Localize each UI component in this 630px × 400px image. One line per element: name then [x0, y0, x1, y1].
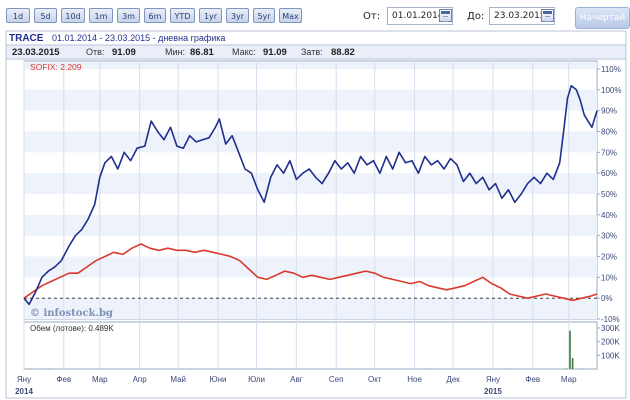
period-button-1m[interactable]: 1m — [89, 8, 113, 23]
grid-band — [24, 62, 597, 69]
low-label: Мин: — [165, 47, 185, 57]
x-tick-label: Дек — [446, 375, 460, 384]
grid-band — [24, 173, 597, 194]
from-calendar-icon[interactable] — [439, 9, 452, 22]
x-tick-label: Мар — [92, 375, 108, 384]
period-button-3yr[interactable]: 3yr — [226, 8, 249, 23]
low-value: 86.81 — [190, 47, 214, 58]
y-tick-label: -10% — [601, 315, 620, 324]
x-tick-label: Май — [170, 375, 186, 384]
volume-bar — [565, 368, 567, 369]
x-tick-label: Авг — [290, 375, 303, 384]
y-tick-label: 60% — [601, 169, 617, 178]
period-button-1d[interactable]: 1d — [6, 8, 30, 23]
volume-plot-border — [23, 321, 598, 370]
symbol-name: TRACE — [9, 33, 44, 44]
quote-row — [5, 44, 627, 60]
x-tick-label: Мар — [561, 375, 577, 384]
grid-band — [24, 214, 597, 236]
x-tick-label: Юни — [210, 375, 227, 384]
open-value: 91.09 — [112, 47, 136, 58]
x-tick-label: Яну — [17, 375, 31, 384]
y-tick-label: 70% — [601, 148, 617, 157]
series-line-sofix — [23, 243, 598, 302]
period-button-10d[interactable]: 10d — [61, 8, 85, 23]
y-tick-label: 40% — [601, 211, 617, 220]
y-tick-label: 10% — [601, 273, 617, 282]
period-button-6m[interactable]: 6m — [144, 8, 166, 23]
y-tick-label: 0% — [601, 294, 613, 303]
volume-y-tick-label: 100K — [601, 351, 620, 360]
period-button-5d[interactable]: 5d — [34, 8, 57, 23]
sofix-legend: SOFIX: 2.209 — [30, 62, 82, 72]
grid-band — [24, 256, 597, 278]
y-tick-label: 30% — [601, 232, 617, 241]
y-tick-label: 110% — [601, 65, 621, 74]
x-tick-label: Юли — [248, 375, 265, 384]
volume-y-tick-label: 200K — [601, 338, 620, 347]
x-tick-label: Апр — [133, 375, 148, 384]
high-label: Макс: — [232, 47, 256, 57]
x-tick-label: Фев — [56, 375, 71, 384]
x-tick-label: Окт — [368, 375, 382, 384]
volume-label: Обем (лотове): 0.489K — [30, 324, 114, 333]
to-calendar-icon[interactable] — [541, 9, 554, 22]
x-tick-label: Ное — [407, 375, 422, 384]
to-label: До: — [467, 11, 485, 22]
from-label: От: — [363, 11, 381, 22]
x-tick-label: Фев — [525, 375, 540, 384]
period-button-5yr[interactable]: 5yr — [253, 8, 275, 23]
y-tick-label: 90% — [601, 107, 617, 116]
to-date-input[interactable]: 23.03.2015 — [489, 7, 555, 25]
from-date-input[interactable]: 01.01.2014 — [387, 7, 453, 25]
grid-band — [24, 89, 597, 111]
year-label: 2014 — [15, 387, 33, 396]
x-tick-label: Яну — [486, 375, 500, 384]
volume-y-tick-label: 300K — [601, 324, 620, 333]
close-value: 88.82 — [331, 47, 355, 58]
period-button-max[interactable]: Max — [279, 8, 302, 23]
year-label: 2015 — [484, 387, 502, 396]
open-label: Отв: — [86, 47, 104, 57]
volume-bar — [569, 330, 571, 369]
date-range-text: 01.01.2014 - 23.03.2015 - дневна графика — [52, 33, 225, 43]
quote-date: 23.03.2015 — [12, 47, 60, 58]
period-button-ytd[interactable]: YTD — [170, 8, 195, 23]
series-line-trace — [23, 84, 598, 306]
y-tick-label: 50% — [601, 190, 617, 199]
y-tick-label: 80% — [601, 128, 617, 137]
period-button-3m[interactable]: 3m — [117, 8, 140, 23]
close-label: Затв: — [301, 47, 323, 57]
period-button-1yr[interactable]: 1yr — [199, 8, 222, 23]
grid-band — [24, 298, 597, 319]
x-tick-label: Сеп — [329, 375, 344, 384]
y-tick-label: 100% — [601, 86, 621, 95]
y-tick-label: 20% — [601, 253, 617, 262]
grid-band — [24, 131, 597, 153]
high-value: 91.09 — [263, 47, 287, 58]
watermark: © infostock.bg — [30, 308, 113, 319]
volume-bar — [571, 358, 574, 369]
